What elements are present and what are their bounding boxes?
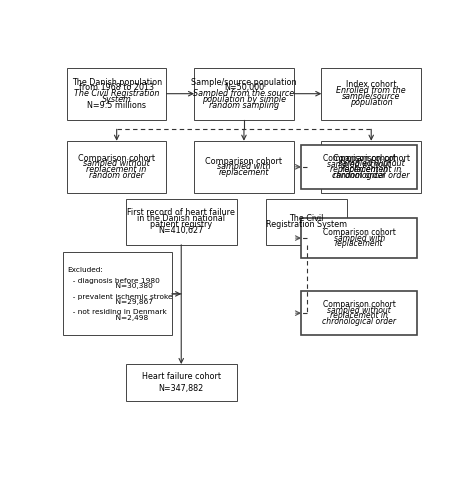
Text: patient registry: patient registry xyxy=(150,220,212,229)
Text: The Civil Registration: The Civil Registration xyxy=(74,89,159,98)
Text: The Civil: The Civil xyxy=(289,214,324,224)
Text: Index cohort: Index cohort xyxy=(346,80,397,90)
Text: chronological order: chronological order xyxy=(322,317,396,326)
Bar xyxy=(301,144,417,189)
Text: sampled without: sampled without xyxy=(83,160,150,168)
Text: replacement in: replacement in xyxy=(341,165,401,174)
Text: sampled without: sampled without xyxy=(338,160,405,168)
Bar xyxy=(67,141,167,193)
Text: N=50,000: N=50,000 xyxy=(224,84,264,92)
Bar xyxy=(67,68,167,120)
Text: replacement in: replacement in xyxy=(330,165,388,174)
Text: chronological order: chronological order xyxy=(332,171,410,180)
Text: Excluded:: Excluded: xyxy=(68,267,103,273)
Text: N=9.5 millions: N=9.5 millions xyxy=(87,101,146,110)
Text: population by simple: population by simple xyxy=(202,95,286,104)
Bar xyxy=(321,141,421,193)
Text: Heart failure cohort: Heart failure cohort xyxy=(142,372,221,381)
Text: Comparison cohort: Comparison cohort xyxy=(323,228,396,237)
Text: from 1968 to 2013: from 1968 to 2013 xyxy=(79,84,154,92)
Text: Sample/source population: Sample/source population xyxy=(191,78,297,86)
Text: N=30,380: N=30,380 xyxy=(68,283,152,289)
Text: - prevalent ischemic stroke: - prevalent ischemic stroke xyxy=(68,294,172,300)
Text: sampled without: sampled without xyxy=(327,306,391,315)
Text: replacement: replacement xyxy=(218,168,269,177)
Text: First record of heart failure: First record of heart failure xyxy=(127,208,235,218)
Text: The Danish population: The Danish population xyxy=(71,78,162,86)
Text: - not residing in Denmark: - not residing in Denmark xyxy=(68,310,167,316)
Text: random sampling: random sampling xyxy=(209,101,279,110)
Text: Comparison cohort: Comparison cohort xyxy=(323,300,396,310)
Text: Enrolled from the: Enrolled from the xyxy=(337,86,406,96)
Text: Comparison cohort: Comparison cohort xyxy=(323,154,396,163)
Text: sampled with: sampled with xyxy=(334,234,385,242)
Text: Sampled from the source: Sampled from the source xyxy=(193,89,295,98)
Text: N=29,867: N=29,867 xyxy=(68,299,153,305)
Text: Comparison cohort: Comparison cohort xyxy=(333,154,410,162)
Bar xyxy=(301,291,417,336)
Text: in the Danish national: in the Danish national xyxy=(137,214,225,224)
Text: System: System xyxy=(102,95,131,104)
Bar xyxy=(194,141,294,193)
Text: - diagnosis before 1980: - diagnosis before 1980 xyxy=(68,278,159,283)
Bar xyxy=(126,364,237,401)
Text: sampled with: sampled with xyxy=(217,162,271,172)
Bar xyxy=(321,68,421,120)
Text: sample/source: sample/source xyxy=(342,92,400,101)
Bar xyxy=(301,218,417,258)
Bar xyxy=(194,68,294,120)
Bar xyxy=(63,252,172,336)
Text: replacement in: replacement in xyxy=(87,165,147,174)
Text: replacement: replacement xyxy=(335,239,384,248)
Text: replacement in: replacement in xyxy=(330,312,388,320)
Text: population: population xyxy=(350,98,393,107)
Text: Registration System: Registration System xyxy=(266,220,347,229)
Text: N=410,627: N=410,627 xyxy=(159,226,204,235)
Bar xyxy=(126,198,237,245)
Text: random order: random order xyxy=(333,170,386,179)
Text: random order: random order xyxy=(89,171,144,180)
Text: sampled without: sampled without xyxy=(327,160,391,168)
Text: N=2,498: N=2,498 xyxy=(68,315,148,321)
Text: Comparison cohort: Comparison cohort xyxy=(206,156,282,166)
Text: Comparison cohort: Comparison cohort xyxy=(78,154,155,162)
Text: N=347,882: N=347,882 xyxy=(159,384,204,392)
Bar xyxy=(266,198,347,245)
